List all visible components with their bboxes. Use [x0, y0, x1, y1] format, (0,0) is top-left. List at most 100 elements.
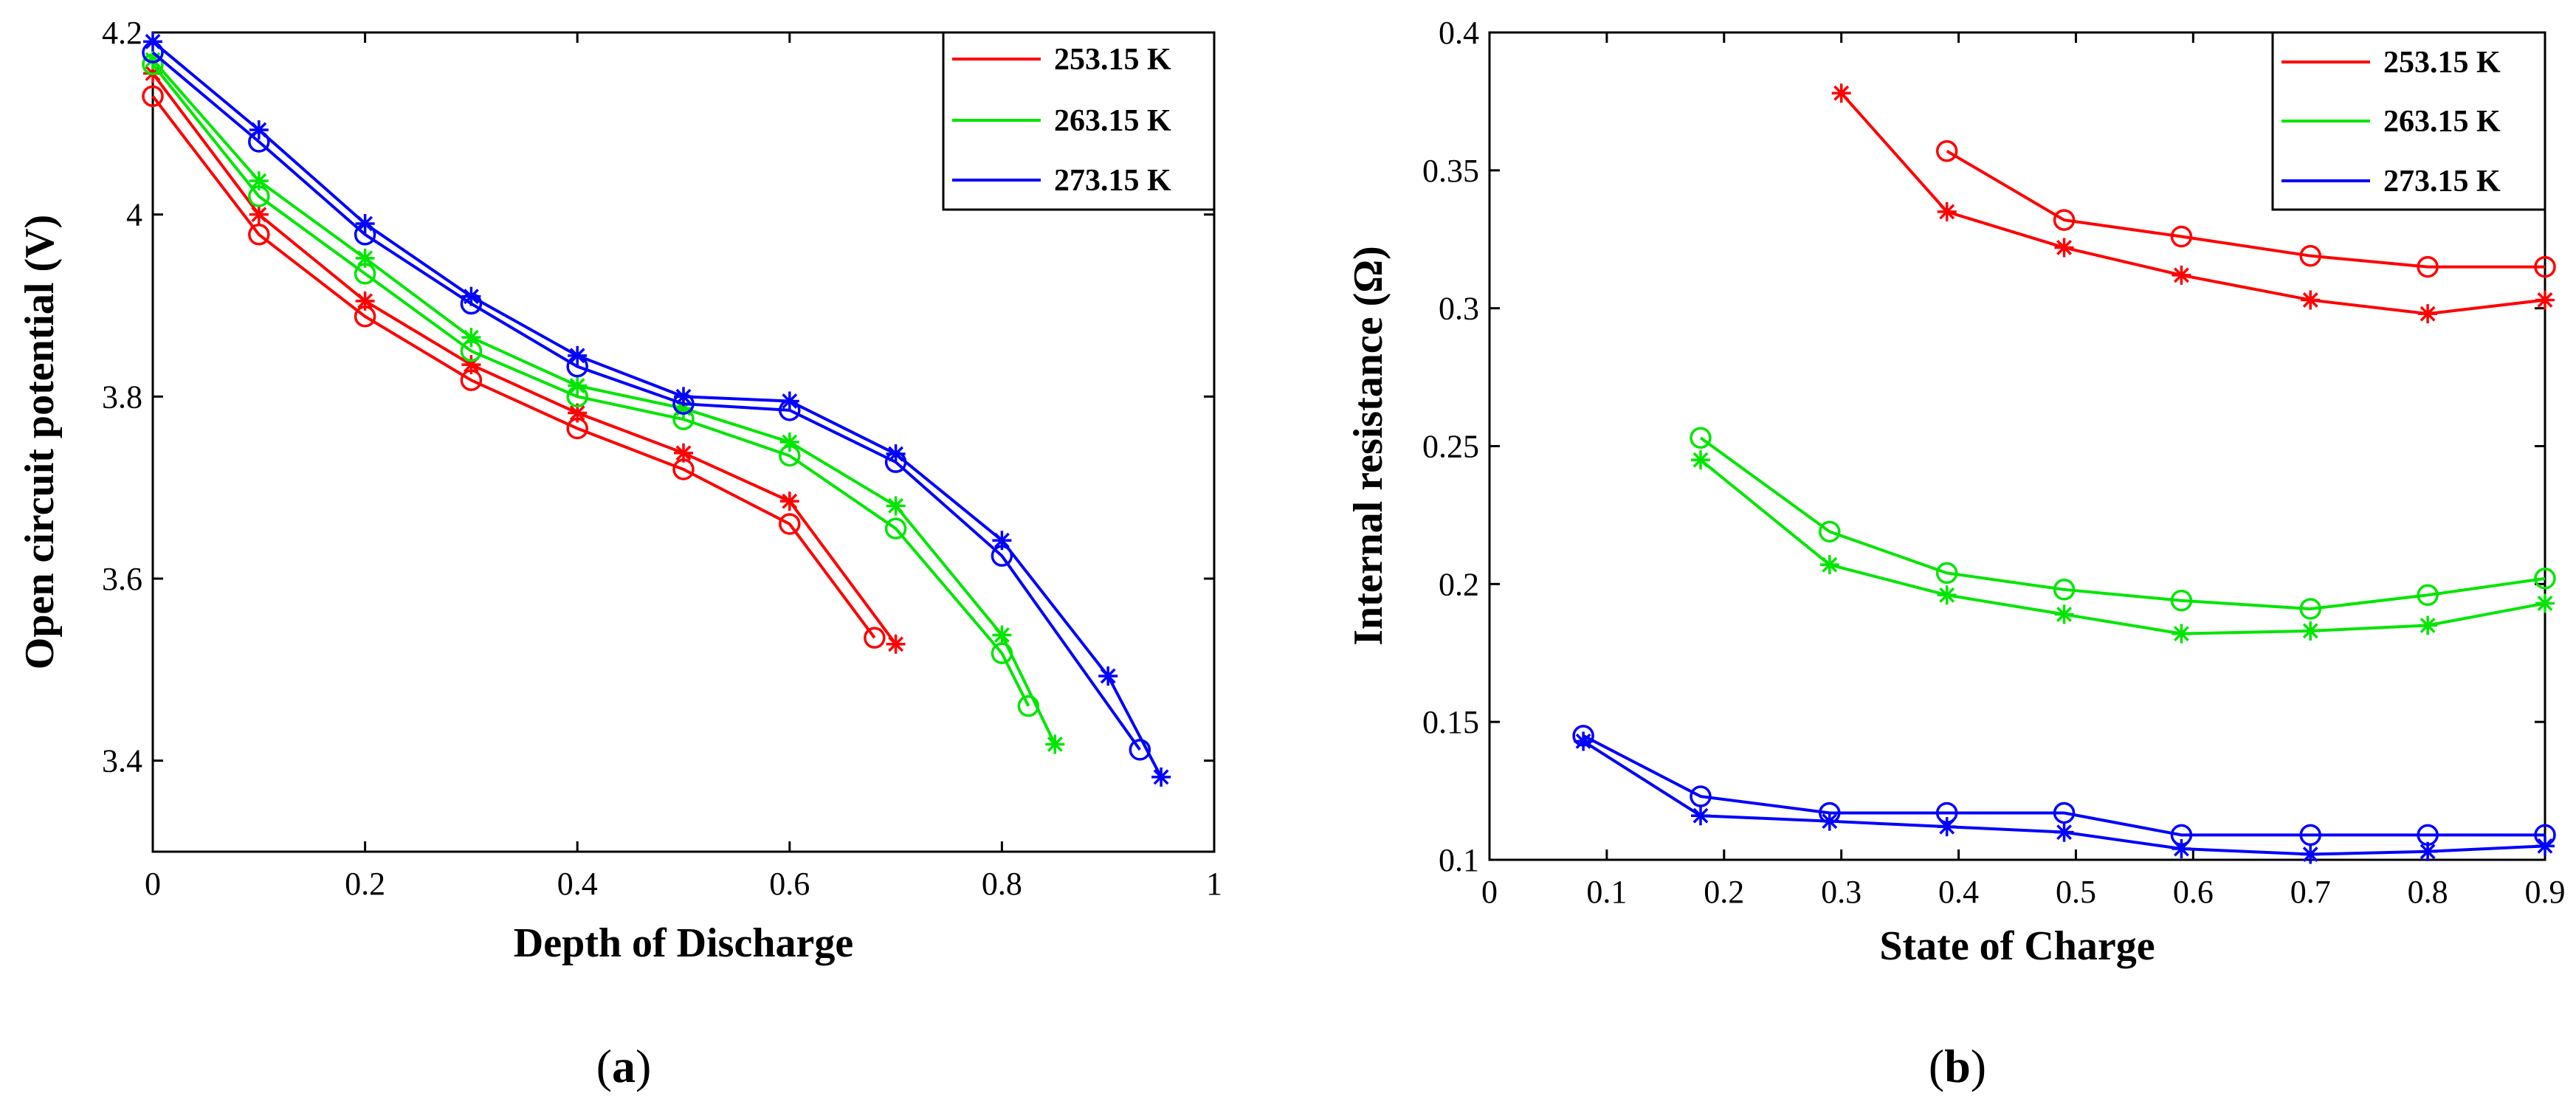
panel-b-series-1-star-marker	[2172, 624, 2191, 644]
panel-b-series-1-star-marker	[2054, 604, 2074, 624]
panel-a-series-1-circle-marker	[1017, 694, 1040, 717]
panel-b-series-1-circle-marker	[2417, 584, 2439, 607]
panel-a-x-axis-label: Depth of Discharge	[514, 920, 853, 966]
panel-b-series-2-star-marker	[2054, 822, 2074, 842]
panel-a-series-0-circle-marker	[672, 458, 695, 480]
panel-b-x-tick-label: 0.3	[1821, 874, 1862, 910]
panel-b-series-0-star-marker	[2418, 304, 2438, 324]
panel-a-series-1-circle-marker	[779, 444, 801, 467]
panel-b-series-2	[1572, 725, 2556, 864]
panel-b-x-tick-label: 0.2	[1704, 874, 1744, 910]
panel-b-x-tick-label: 0.9	[2525, 874, 2566, 910]
panel-a-series-0-circle-marker	[779, 513, 801, 535]
panel-b-y-tick-label: 0.3	[1439, 291, 1479, 327]
panel-a-series-1-circle-marker	[142, 53, 164, 75]
panel-a-series-1-star-marker	[461, 328, 481, 348]
panel-b-series-2-circle-marker	[2170, 824, 2193, 847]
panel-a-series-1-star-marker	[674, 399, 693, 418]
panel-b-legend: 253.15 K 263.15 K 273.15 K	[2271, 31, 2546, 211]
panel-b-x-tick-label: 0.5	[2056, 874, 2096, 910]
panel-a-y-tick-label: 4	[126, 197, 142, 233]
panel-b-series-1-star-marker	[1691, 450, 1710, 470]
panel-a-x-tick-label: 1	[1206, 866, 1222, 902]
panel-b-series-2-star-marker	[1819, 811, 1839, 831]
panel-a-series-0-circle-marker	[354, 306, 376, 328]
panel-b-series-2-circle-marker	[1819, 802, 1841, 824]
panel-b-legend-label-253: 253.15 K	[2383, 46, 2501, 80]
panel-a-y-tick-label: 3.8	[102, 379, 142, 415]
panel-b-series-1-circle-marker	[2053, 579, 2076, 601]
panel-b-series-2-circle-marker	[2299, 824, 2321, 847]
panel-b-series-2-star-marker	[2172, 839, 2191, 859]
panel-a-caption-letter: a	[612, 1040, 636, 1092]
panel-a-x-tick-label: 0	[145, 866, 161, 902]
panel-b-series-1-circle-marker	[2534, 568, 2556, 590]
panel-b-series-0-circle-marker	[2053, 209, 2076, 231]
panel-a-series-1-circle-marker	[566, 385, 588, 408]
panel-a-chart: 0 0.2 0.4 0.6 0.8 1 3.4 3.6 3.8 4 4.2 Depth of Dis…	[17, 15, 1222, 1092]
panel-a-x-tick-label: 0.2	[345, 866, 385, 902]
panel-a-series-0-circle-marker	[864, 627, 886, 649]
panel-b-series-1-circle-line	[1699, 436, 2546, 610]
panel-b-series-2-circle-marker	[1690, 785, 1712, 807]
panel-a-legend-label-263: 263.15 K	[1054, 104, 1171, 138]
panel-b-series-2-star-marker	[1691, 806, 1710, 826]
panel-b-series-1-circle-marker	[2170, 590, 2193, 612]
panel-b-caption-letter: b	[1944, 1040, 1971, 1092]
panel-a-series-2-circle-marker	[566, 355, 588, 378]
panel-a-series-1-circle-marker	[460, 339, 483, 362]
panel-b-series-1-circle-marker	[1935, 562, 1958, 585]
panel-b-series-1-star-line	[1699, 458, 2546, 635]
panel-a-legend-label-273: 273.15 K	[1054, 164, 1171, 198]
panel-a-y-tick-label: 4.2	[102, 15, 142, 51]
panel-b-y-tick-label: 0.2	[1439, 566, 1479, 602]
panel-a-series-2-star-marker	[568, 345, 588, 365]
panel-a-series-2-circle-marker	[142, 41, 164, 63]
panel-a-series-0-circle-marker	[460, 369, 483, 391]
panel-a-series-0-star-marker	[779, 492, 799, 511]
panel-a-series-1-circle-line	[151, 63, 1030, 707]
panel-a-series-2-star-marker	[249, 120, 269, 139]
panel-a-caption: (a)	[596, 1040, 652, 1092]
panel-b-x-tick-label: 0.8	[2408, 874, 2448, 910]
panel-b-series-2-circle-marker	[2534, 824, 2556, 847]
panel-a-series-2-circle-line	[151, 51, 1141, 751]
panel-a-series-1-star-marker	[779, 432, 799, 452]
panel-a-series-0-circle-marker	[142, 85, 164, 108]
panel-a-series-2-circle-marker	[884, 451, 907, 473]
panel-b-y-tick-label: 0.15	[1422, 704, 1479, 740]
panel-a-series-2-circle-marker	[991, 545, 1013, 567]
panel-b-series-0-circle-marker	[2534, 255, 2556, 278]
panel-a-series-2-star-marker	[143, 32, 162, 52]
panel-a-legend-label-253: 253.15 K	[1054, 43, 1171, 77]
panel-b-x-tick-label: 0.7	[2290, 874, 2331, 910]
panel-b-series-2-star-marker	[2535, 836, 2555, 856]
panel-b-y-tick-label: 0.4	[1439, 15, 1479, 51]
panel-a-series-0-star-marker	[461, 355, 481, 375]
panel-a-series-1-star-marker	[568, 376, 588, 396]
panel-a-series-1	[142, 50, 1065, 754]
panel-a-series-2-star-marker	[674, 387, 693, 407]
panel-b-series-0-circle-marker	[2170, 225, 2193, 248]
panel-a-x-tick-label: 0.4	[557, 866, 598, 902]
panel-a-series-0-circle-marker	[248, 224, 270, 246]
panel-a-series-1-star-marker	[355, 248, 375, 268]
panel-a-series-0-star-marker	[568, 403, 588, 423]
panel-b-x-axis-label: State of Charge	[1879, 923, 2155, 969]
panel-a-series-2-circle-marker	[779, 399, 801, 421]
panel-b-series-2-circle-marker	[2053, 802, 2076, 824]
panel-a-series-0-star-marker	[886, 634, 906, 654]
panel-b-series-2-star-marker	[2301, 844, 2321, 864]
panel-a-legend: 253.15 K 263.15 K 273.15 K	[942, 31, 1216, 211]
panel-a-series-2-star-marker	[1151, 767, 1171, 787]
panel-b-series-1	[1690, 427, 2556, 644]
panel-a-series-2-star-marker	[886, 444, 906, 464]
panel-a-series-2-star-marker	[461, 286, 481, 306]
panel-a-y-axis-label: Open circuit potential (V)	[17, 215, 63, 669]
panel-b-series-2-circle-marker	[2417, 824, 2439, 847]
panel-b-series-0-star-marker	[2172, 265, 2191, 285]
panel-a-axes-frame	[151, 31, 1216, 853]
panel-a-series-0-star-marker	[674, 443, 693, 463]
